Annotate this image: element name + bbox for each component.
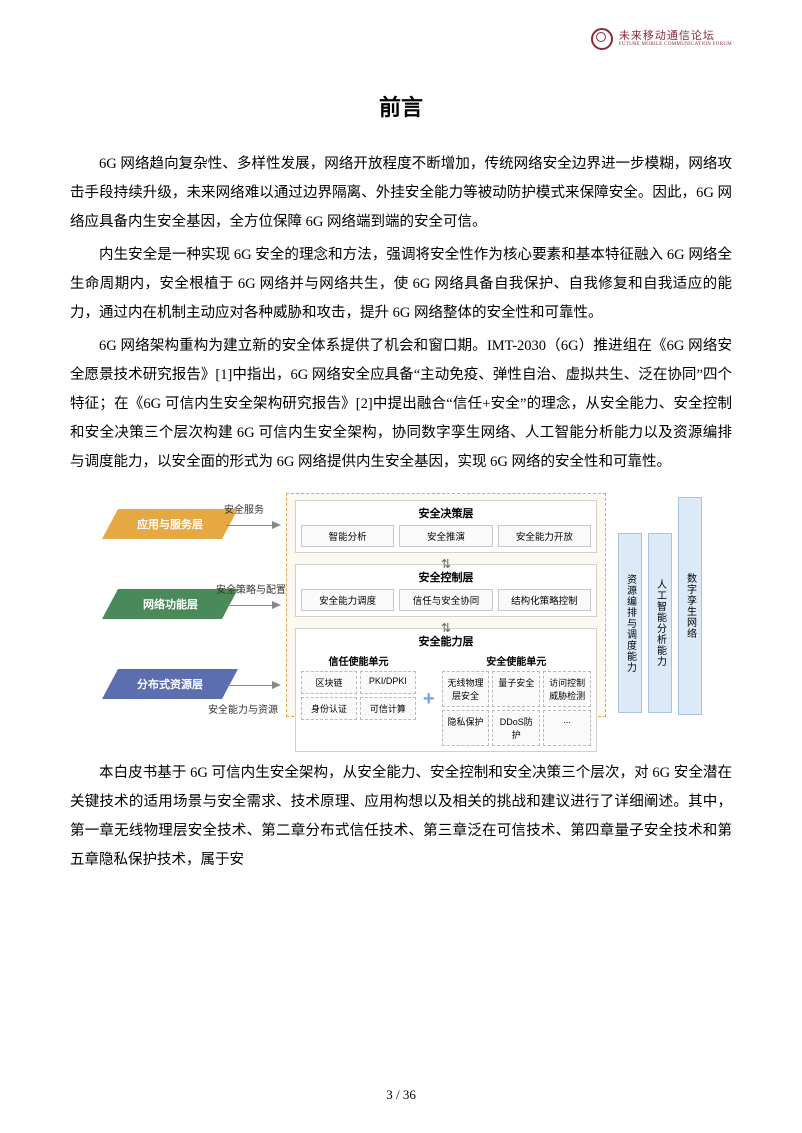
control-item-1: 信任与安全协同 <box>399 589 492 611</box>
decision-item-0: 智能分析 <box>301 525 394 547</box>
mid-stack: 安全决策层 智能分析 安全推演 安全能力开放 ⇅ 安全控制层 安全能力调度 信任… <box>286 493 606 717</box>
sec-item-5: ... <box>543 710 591 746</box>
page-sep: / <box>393 1087 403 1102</box>
arrow-line-2 <box>226 685 274 686</box>
figure-1: 应用与服务层 安全服务 网络功能层 安全策略与配置 分布式资源层 安全能力与资源… <box>96 491 706 749</box>
layer-resource: 分布式资源层 <box>102 669 238 699</box>
right-box-1: 人工智能分析能力 <box>648 533 672 713</box>
layer-application-label: 应用与服务层 <box>137 516 203 532</box>
arrow-line-1 <box>226 605 274 606</box>
decision-item-2: 安全能力开放 <box>498 525 591 547</box>
security-title: 安全使能单元 <box>442 653 591 668</box>
paragraph-3: 6G 网络架构重构为建立新的安全体系提供了机会和窗口期。IMT-2030（6G）… <box>70 332 732 477</box>
trust-item-2: 身份认证 <box>301 697 357 720</box>
sec-item-0: 无线物理层安全 <box>442 671 490 707</box>
page-title: 前言 <box>70 90 732 122</box>
sec-item-3: 隐私保护 <box>442 710 490 746</box>
logo-en: FUTURE MOBILE COMMUNICATION FORUM <box>619 42 732 47</box>
conn-label-2: 安全能力与资源 <box>208 701 278 716</box>
sec-item-2: 访问控制威胁检测 <box>543 671 591 707</box>
control-title: 安全控制层 <box>301 569 591 585</box>
conn-label-1: 安全策略与配置 <box>216 581 286 596</box>
trust-item-3: 可信计算 <box>360 697 416 720</box>
logo-mark <box>591 28 613 50</box>
plus-icon: + <box>421 688 437 711</box>
arrow-1 <box>272 601 281 609</box>
trust-unit: 信任使能单元 区块链 PKI/DPKI 身份认证 可信计算 <box>301 653 416 746</box>
right-box-2: 数字孪生网络 <box>678 497 702 715</box>
logo-cn: 未来移动通信论坛 <box>619 31 732 42</box>
layer-network-label: 网络功能层 <box>143 596 198 612</box>
paragraph-4: 本白皮书基于 6G 可信内生安全架构，从安全能力、安全控制和安全决策三个层次，对… <box>70 759 732 875</box>
capability-layer: 安全能力层 信任使能单元 区块链 PKI/DPKI 身份认证 可信计算 + 安全… <box>295 628 597 752</box>
decision-layer: 安全决策层 智能分析 安全推演 安全能力开放 <box>295 500 597 553</box>
decision-item-1: 安全推演 <box>399 525 492 547</box>
trust-title: 信任使能单元 <box>301 653 416 668</box>
architecture-diagram: 应用与服务层 安全服务 网络功能层 安全策略与配置 分布式资源层 安全能力与资源… <box>96 491 706 721</box>
paragraph-2: 内生安全是一种实现 6G 安全的理念和方法，强调将安全性作为核心要素和基本特征融… <box>70 241 732 328</box>
capability-title: 安全能力层 <box>301 633 591 649</box>
sec-item-4: DDoS防护 <box>492 710 540 746</box>
conn-label-0: 安全服务 <box>224 501 264 516</box>
header-logo: 未来移动通信论坛 FUTURE MOBILE COMMUNICATION FOR… <box>591 28 732 50</box>
arrow-0 <box>272 521 281 529</box>
layer-resource-label: 分布式资源层 <box>137 676 203 692</box>
arrow-line-0 <box>226 525 274 526</box>
trust-item-1: PKI/DPKI <box>360 671 416 694</box>
security-unit: 安全使能单元 无线物理层安全 量子安全 访问控制威胁检测 隐私保护 DDoS防护… <box>442 653 591 746</box>
control-item-0: 安全能力调度 <box>301 589 394 611</box>
page-total: 36 <box>403 1087 416 1102</box>
trust-item-0: 区块链 <box>301 671 357 694</box>
paragraph-1: 6G 网络趋向复杂性、多样性发展，网络开放程度不断增加，传统网络安全边界进一步模… <box>70 150 732 237</box>
logo-text: 未来移动通信论坛 FUTURE MOBILE COMMUNICATION FOR… <box>619 31 732 47</box>
layer-application: 应用与服务层 <box>102 509 238 539</box>
decision-title: 安全决策层 <box>301 505 591 521</box>
control-item-2: 结构化策略控制 <box>498 589 591 611</box>
sec-item-1: 量子安全 <box>492 671 540 707</box>
control-layer: 安全控制层 安全能力调度 信任与安全协同 结构化策略控制 <box>295 564 597 617</box>
page-number: 3 / 36 <box>0 1087 802 1103</box>
arrow-2 <box>272 681 281 689</box>
right-box-0: 资源编排与调度能力 <box>618 533 642 713</box>
